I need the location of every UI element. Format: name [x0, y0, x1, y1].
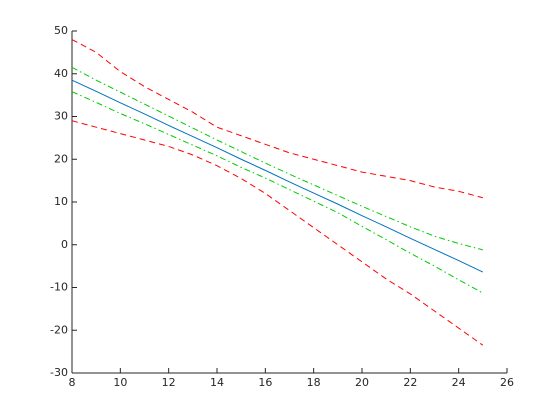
x-tick-label: 12 — [162, 376, 176, 389]
y-tick-label: -30 — [50, 366, 68, 379]
x-tick-label: 18 — [307, 376, 321, 389]
y-tick-label: -20 — [50, 323, 68, 336]
series-line — [71, 91, 484, 294]
x-tick-label: 10 — [113, 376, 127, 389]
series-line — [71, 120, 484, 346]
y-tick-label: 30 — [54, 110, 68, 123]
x-tick-label: 24 — [452, 376, 466, 389]
x-tick-label: 14 — [210, 376, 224, 389]
x-tick-label: 8 — [69, 376, 76, 389]
x-tick-label: 26 — [500, 376, 514, 389]
x-tick-label: 22 — [403, 376, 417, 389]
x-tick-label: 20 — [355, 376, 369, 389]
y-tick-label: 20 — [54, 152, 68, 165]
series-line — [71, 79, 484, 273]
y-tick-label: 50 — [54, 24, 68, 37]
series-line — [71, 66, 483, 251]
series-line — [71, 39, 483, 199]
y-tick-label: 10 — [54, 195, 68, 208]
x-tick-label: 16 — [258, 376, 272, 389]
y-tick-label: -10 — [50, 281, 68, 294]
y-tick-label: 0 — [61, 238, 68, 251]
y-tick-label: 40 — [54, 67, 68, 80]
